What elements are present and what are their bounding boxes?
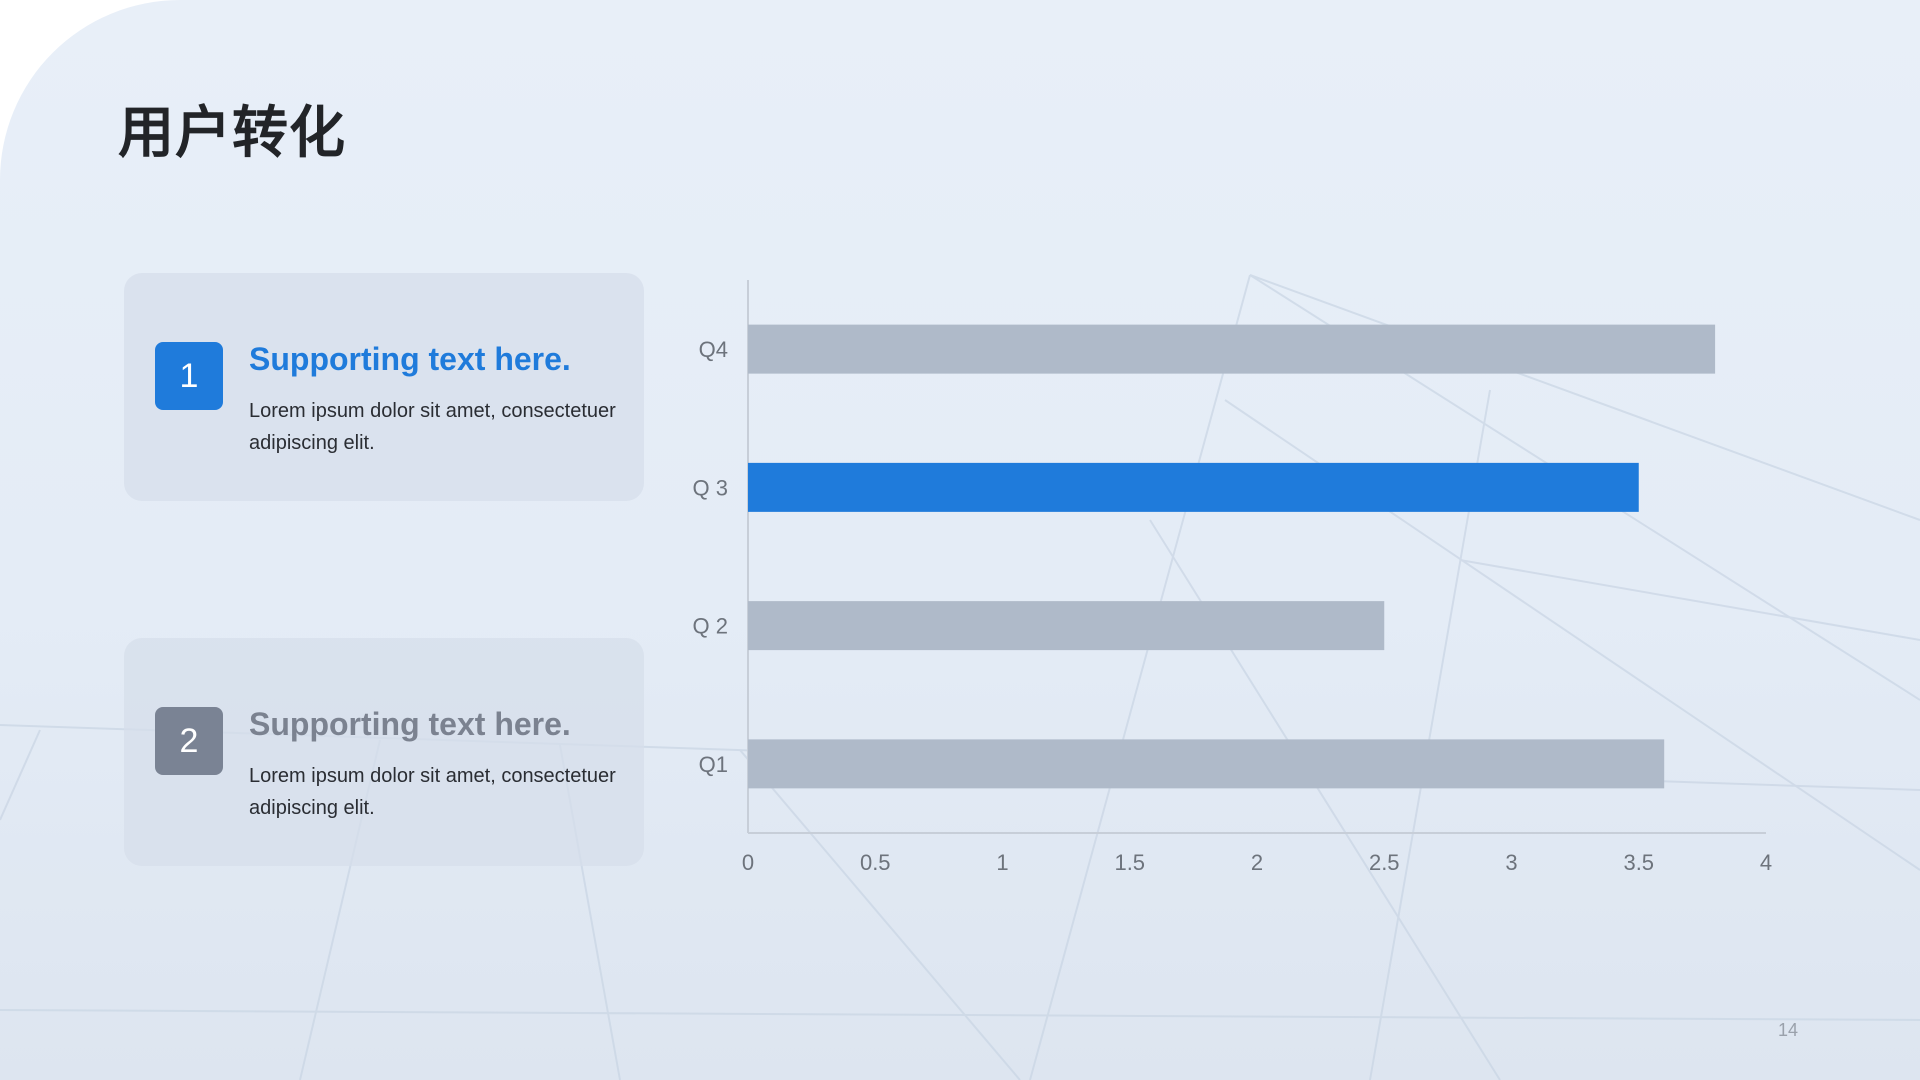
info-card-1: 1 Supporting text here. Lorem ipsum dolo… (124, 273, 644, 501)
card-1-heading: Supporting text here. (249, 341, 571, 377)
card-1-body: Lorem ipsum dolor sit amet, consectetuer… (249, 400, 616, 454)
bar-q3 (748, 462, 1639, 512)
card-2-number-badge: 2 (155, 707, 223, 775)
bar-q2 (748, 601, 1385, 651)
x-tick-label: 1.5 (1114, 850, 1145, 875)
y-tick-label: Q1 (699, 752, 728, 777)
x-tick-label: 0.5 (860, 850, 891, 875)
y-tick-label: Q 3 (693, 475, 728, 500)
x-tick-label: 2 (1251, 850, 1263, 875)
x-tick-label: 3.5 (1623, 850, 1654, 875)
x-tick-label: 2.5 (1369, 850, 1400, 875)
y-tick-label: Q 2 (693, 614, 728, 639)
x-tick-label: 0 (742, 850, 754, 875)
x-tick-label: 1 (996, 850, 1008, 875)
x-tick-label: 3 (1505, 850, 1517, 875)
card-2-body: Lorem ipsum dolor sit amet, consectetuer… (249, 765, 616, 819)
bar-q1 (748, 739, 1665, 789)
slide-title: 用户转化 (118, 101, 346, 164)
info-card-2: 2 Supporting text here. Lorem ipsum dolo… (124, 638, 644, 866)
page-number: 14 (1778, 1020, 1799, 1040)
x-tick-label: 4 (1760, 850, 1772, 875)
y-tick-label: Q4 (699, 337, 728, 362)
bar-q4 (748, 324, 1716, 374)
card-1-number-badge: 1 (155, 342, 223, 410)
card-2-heading: Supporting text here. (249, 706, 571, 742)
